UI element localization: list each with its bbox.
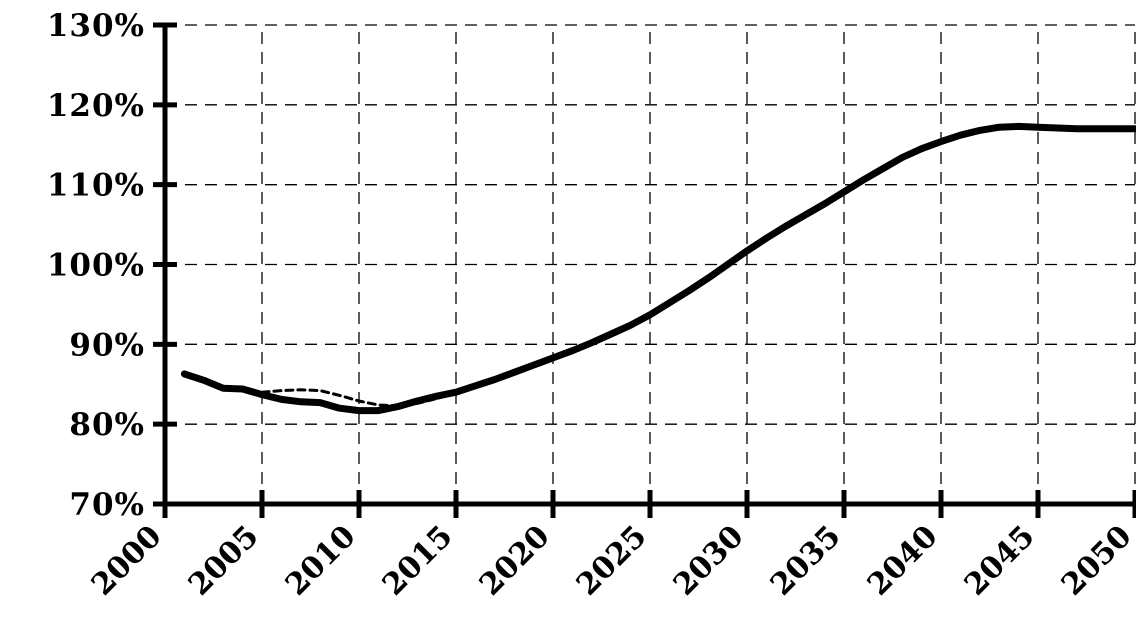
x-tick-label: 2025 [570, 519, 654, 603]
x-tick-label: 2045 [958, 519, 1042, 603]
series-layer [180, 122, 1136, 415]
x-tick-label: 2015 [376, 519, 460, 603]
x-tick-label: 2010 [279, 519, 363, 603]
y-tick-label: 130% [47, 8, 145, 44]
x-tick-label: 2005 [182, 519, 266, 603]
y-tick-label: 110% [47, 168, 145, 204]
y-tick-label: 90% [69, 327, 145, 363]
y-tick-label: 70% [69, 487, 145, 523]
series-line-dashed [260, 388, 458, 408]
x-tick-label: 2020 [473, 519, 557, 603]
tick-labels: 70% 80% 90% 100% 110% 120% 130% 2000 2005 2010 201… [47, 8, 1136, 603]
series-line-solid [180, 122, 1136, 415]
y-tick-label: 100% [47, 248, 145, 284]
x-tick-label: 2035 [764, 519, 848, 603]
x-tick-label: 2040 [861, 519, 945, 603]
x-tick-label: 2030 [667, 519, 751, 603]
x-tick-label: 2000 [85, 519, 169, 603]
axes [153, 22, 1136, 518]
x-tick-label: 2050 [1055, 519, 1136, 603]
y-tick-label: 120% [47, 88, 145, 124]
grid-lines [165, 24, 1136, 504]
y-tick-label: 80% [69, 407, 145, 443]
